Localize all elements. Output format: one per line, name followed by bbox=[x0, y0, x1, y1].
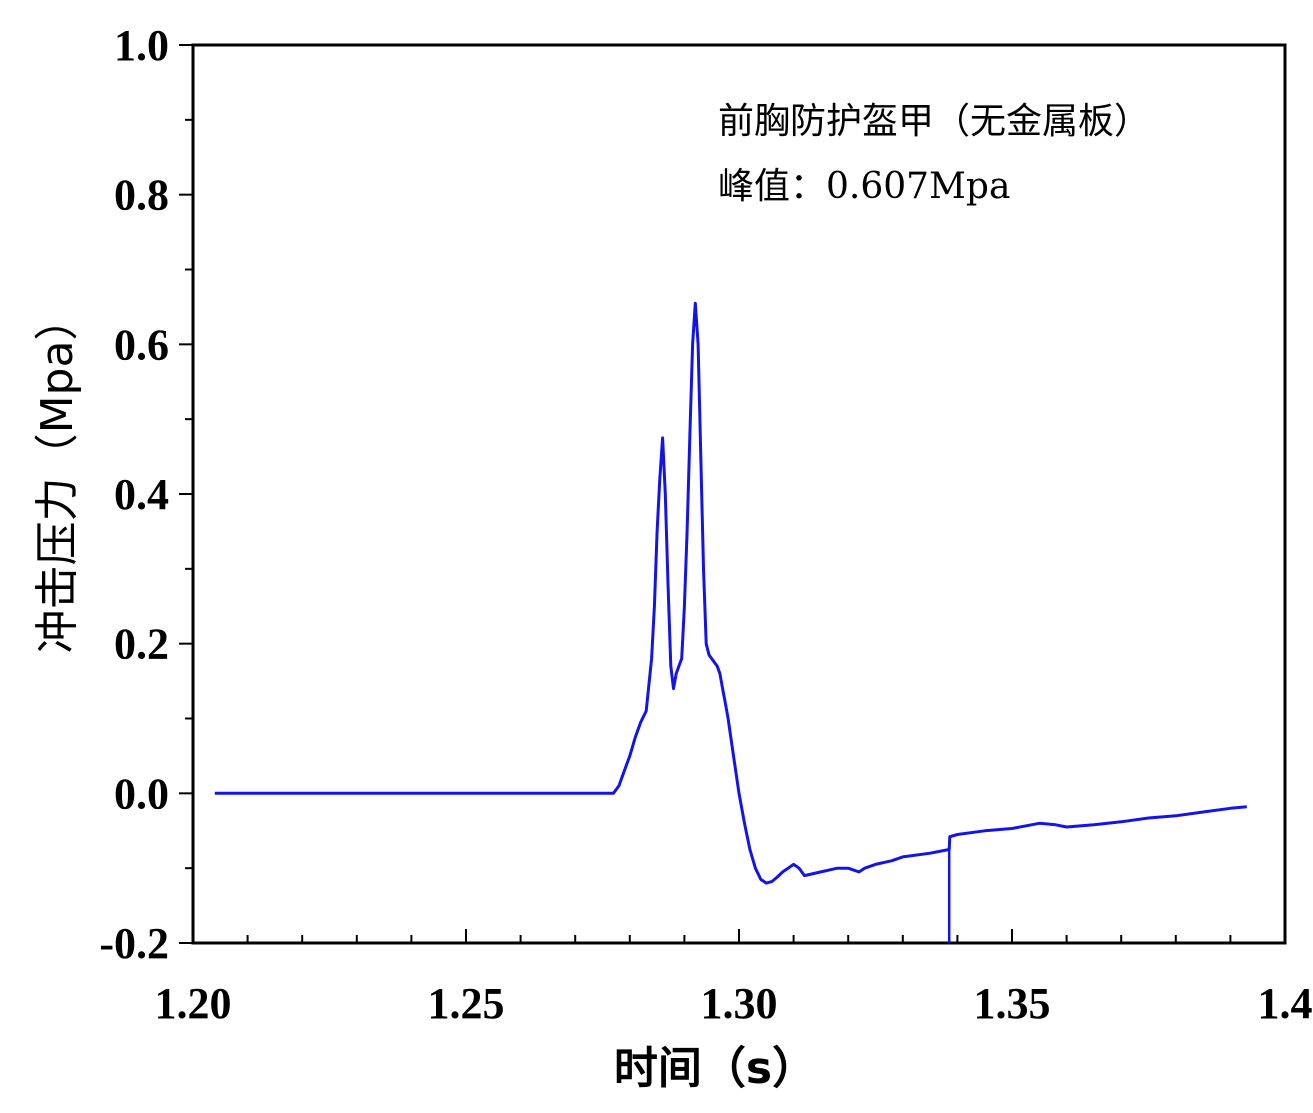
y-tick-label: -0.2 bbox=[99, 919, 169, 968]
x-axis-tick-labels: 1.20 1.25 1.30 1.35 1.4 bbox=[155, 979, 1313, 1028]
x-tick-label: 1.20 bbox=[155, 979, 232, 1028]
y-tick-label: 1.0 bbox=[114, 21, 169, 70]
y-axis-ticks bbox=[179, 44, 193, 944]
x-tick-label: 1.35 bbox=[974, 979, 1051, 1028]
annotation-peak: 峰值：0.607Mpa bbox=[718, 166, 1010, 207]
x-tick-label: 1.4 bbox=[1258, 979, 1313, 1028]
x-axis-title: 时间（s） bbox=[614, 1043, 816, 1094]
y-tick-label: 0.6 bbox=[114, 320, 169, 369]
y-tick-label: 0.0 bbox=[114, 769, 169, 818]
y-tick-label: 0.8 bbox=[114, 171, 169, 220]
y-tick-label: 0.2 bbox=[114, 620, 169, 669]
annotation-title: 前胸防护盔甲（无金属板） bbox=[718, 101, 1150, 142]
x-axis-ticks bbox=[192, 929, 1286, 943]
series-layer bbox=[214, 301, 1247, 943]
y-tick-label: 0.4 bbox=[114, 470, 169, 519]
x-tick-label: 1.30 bbox=[701, 979, 778, 1028]
x-tick-label: 1.25 bbox=[428, 979, 505, 1028]
y-axis-tick-labels: -0.2 0.0 0.2 0.4 0.6 0.8 1.0 bbox=[99, 21, 169, 968]
y-axis-title: 冲击压力（Mpa） bbox=[32, 297, 83, 654]
series-line bbox=[214, 301, 1247, 885]
